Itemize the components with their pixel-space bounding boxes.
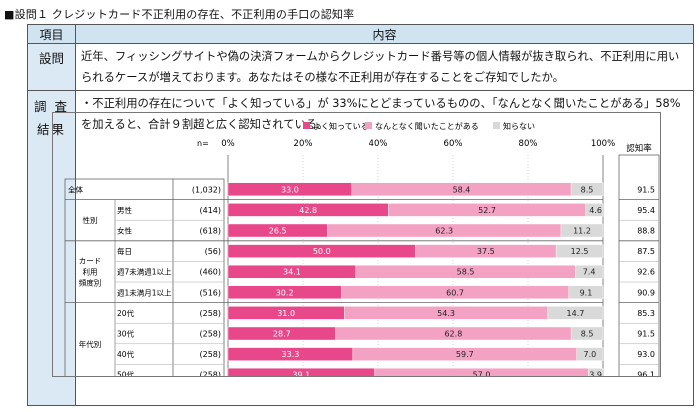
bar-value-label: 37.5 <box>477 247 495 256</box>
row-n: (516) <box>199 288 221 297</box>
question-text: 近年、フィッシングサイトや偽の決済フォームからクレジットカード番号等の個人情報が… <box>76 44 693 91</box>
bar-value-label: 30.2 <box>276 288 294 297</box>
row-label: 20代 <box>117 308 135 318</box>
group-label: 利用 <box>83 267 98 277</box>
bar-segment <box>547 306 604 320</box>
n-label: n= <box>197 139 209 148</box>
x-tick-label: 60% <box>444 139 463 149</box>
recognition-value: 88.8 <box>637 227 655 236</box>
recognition-value: 90.9 <box>637 288 655 297</box>
bar-value-label: 3.9 <box>589 371 602 376</box>
header-content: 内容 <box>76 25 693 44</box>
bar-value-label: 58.4 <box>453 185 471 194</box>
bar-value-label: 62.3 <box>435 227 453 236</box>
row-label: 女性 <box>117 226 132 236</box>
bar-value-label: 7.0 <box>584 350 597 359</box>
bar-value-label: 9.1 <box>580 288 593 297</box>
recognition-header: 認知率 <box>626 143 652 154</box>
bar-value-label: 54.3 <box>437 309 455 318</box>
group-label: 性別 <box>83 215 98 225</box>
row-n: (56) <box>205 247 221 256</box>
recognition-chart: よく知っている なんとなく聞いたことがある 知らない n= 0% 20% 40% 60% 80%… <box>52 112 661 399</box>
row-n: (258) <box>199 371 221 376</box>
content-table: 項目 内容 設問 近年、フィッシングサイトや偽の決済フォームからクレジットカード… <box>27 24 694 406</box>
bar-value-label: 58.5 <box>457 268 475 277</box>
bar-segment <box>568 285 604 300</box>
row-label: 男性 <box>117 205 132 215</box>
recognition-value: 91.5 <box>637 330 655 339</box>
result-label-line1: 調 査 <box>34 99 69 114</box>
bar-segment <box>575 264 604 279</box>
row-label: 50代 <box>117 370 135 376</box>
recognition-value: 93.0 <box>637 350 655 359</box>
group-label: 頻度別 <box>79 278 102 288</box>
row-label: 全体 <box>68 184 83 194</box>
legend-swatch <box>303 122 310 129</box>
recognition-value: 92.6 <box>637 268 655 277</box>
group-label: 年代別 <box>79 339 102 349</box>
bar-value-label: 33.3 <box>282 350 300 359</box>
bar-value-label: 52.7 <box>478 206 496 215</box>
result-text: ・不正利用の存在について「よく知っている」が 33%にとどまっているものの、「な… <box>81 97 681 131</box>
legend-label: なんとなく聞いたことがある <box>375 121 479 131</box>
bar-value-label: 59.7 <box>456 350 474 359</box>
bar-value-label: 11.2 <box>573 227 591 236</box>
row-n: (460) <box>199 268 221 277</box>
bar-segment <box>570 182 604 197</box>
bar-value-label: 7.4 <box>583 268 596 277</box>
bar-value-label: 31.0 <box>277 309 295 318</box>
x-tick-label: 100% <box>591 139 615 149</box>
document-title: ■設問１ クレジットカード不正利用の存在、不正利用の手口の認知率 <box>4 8 355 21</box>
bar-segment <box>585 203 604 217</box>
bar-segment <box>560 223 604 238</box>
bar-value-label: 33.0 <box>281 185 299 194</box>
bar-value-label: 14.7 <box>567 309 585 318</box>
x-tick-label: 20% <box>294 139 313 149</box>
group-label: カード <box>79 257 102 266</box>
row-n: (258) <box>199 309 221 318</box>
bar-segment <box>570 326 604 341</box>
bar-value-label: 12.5 <box>571 247 589 256</box>
x-tick-label: 40% <box>369 139 388 149</box>
bar-value-label: 26.5 <box>269 227 287 236</box>
bar-segment <box>576 347 604 361</box>
row-n: (258) <box>199 330 221 339</box>
row-label: 週7未満週1以上 <box>117 267 172 277</box>
bar-value-label: 39.1 <box>292 371 310 376</box>
recognition-value: 87.5 <box>637 247 655 256</box>
bar-value-label: 34.1 <box>283 268 301 277</box>
x-tick-label: 0% <box>221 139 235 149</box>
legend-swatch <box>493 122 500 129</box>
recognition-value: 91.5 <box>637 185 655 194</box>
bar-value-label: 57.0 <box>473 371 491 376</box>
row-label: 毎日 <box>117 246 132 256</box>
row-n: (414) <box>199 206 221 215</box>
question-label: 設問 <box>28 44 76 91</box>
bar-value-label: 62.8 <box>444 330 462 339</box>
bar-segment <box>555 244 604 258</box>
x-tick-label: 80% <box>519 139 538 149</box>
bar-value-label: 4.6 <box>589 206 602 215</box>
legend-label: 知らない <box>503 121 535 131</box>
header-item: 項目 <box>28 25 76 44</box>
chart-svg: よく知っている なんとなく聞いたことがある 知らない n= 0% 20% 40% 60% 80%… <box>64 121 660 399</box>
recognition-value: 85.3 <box>637 309 655 318</box>
bar-value-label: 60.7 <box>446 288 464 297</box>
row-n: (258) <box>199 350 221 359</box>
legend-swatch <box>365 122 372 129</box>
result-label-line2: 結果 <box>36 122 66 137</box>
row-label: 30代 <box>117 329 135 339</box>
row-label: 40代 <box>117 349 135 359</box>
row-n: (1,032) <box>192 185 221 194</box>
row-n: (618) <box>199 227 221 236</box>
bar-value-label: 42.8 <box>299 206 317 215</box>
bar-value-label: 28.7 <box>273 330 291 339</box>
bar-value-label: 8.5 <box>581 185 594 194</box>
recognition-value: 96.1 <box>637 371 655 376</box>
bar-value-label: 50.0 <box>313 247 331 256</box>
bar-value-label: 8.5 <box>581 330 594 339</box>
recognition-value: 95.4 <box>637 206 655 215</box>
legend-label: よく知っている <box>313 121 369 131</box>
row-label: 週1未満月1以上 <box>117 287 172 297</box>
